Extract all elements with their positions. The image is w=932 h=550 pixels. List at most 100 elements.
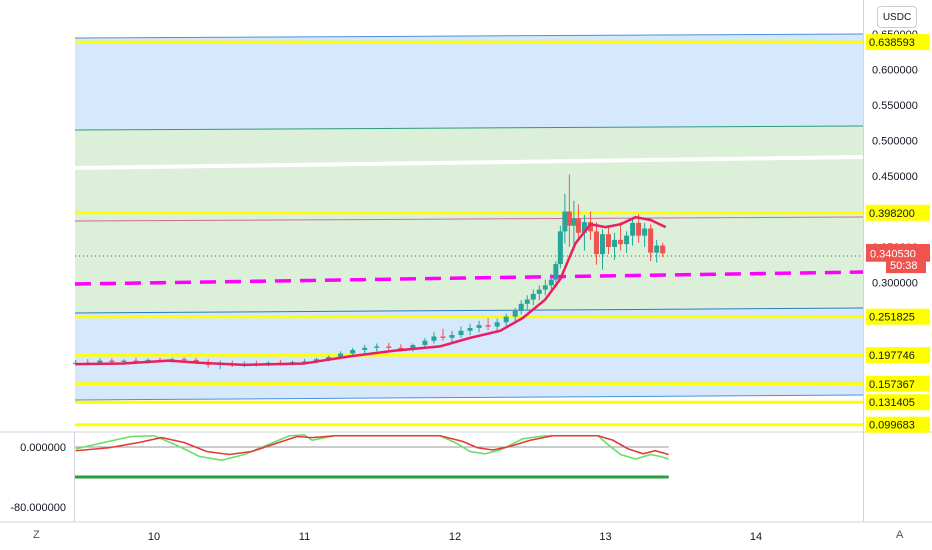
currency-badge[interactable]: USDC [877,6,917,28]
level-lines-layer [74,40,864,427]
candle-body [133,360,139,362]
level-price-tag: 0.197746 [866,347,930,364]
dashed-trend-line [74,270,864,286]
candle-body [145,359,151,362]
candle-body [410,344,416,350]
candle-body [630,222,636,236]
candle [422,337,428,348]
candle [530,289,536,306]
zone-layer [74,32,864,432]
time-tick-label: 14 [750,531,762,543]
candle-body [458,330,464,336]
candle [512,308,518,321]
candle-body [121,360,127,363]
candle [362,344,368,354]
candle [536,285,542,301]
candle [553,261,559,283]
candle-body [518,303,524,311]
candle-body [512,310,518,317]
candle-body [624,235,630,245]
price-tick-label: 0.600000 [872,65,918,77]
candle-body [314,359,320,362]
candle [431,332,437,344]
candle-body [648,228,654,253]
thin-resistance-line [74,216,864,222]
candle-body [575,218,581,233]
candle [566,174,572,247]
level-price-tag: 0.638593 [866,34,930,51]
candle-body [362,347,368,350]
candle-body [431,336,437,341]
ema-line [75,215,667,367]
level-tag-background [866,375,930,392]
candle [494,318,500,331]
candle-body [618,239,624,245]
candle-body [476,325,482,328]
channel-mid-lower-line [74,307,864,314]
auto-scale-toggle-left[interactable]: Z [33,529,40,541]
candle-body [553,264,559,280]
candle-body [587,222,593,232]
live-tag-background [886,257,926,274]
candle-body [524,299,530,304]
oscillator-slow-line [75,434,669,456]
candle-body [440,336,446,338]
level-tag-label: 0.099683 [869,420,915,432]
live-price-tag: 50:38 [886,257,926,274]
price-tick-label: 0.550000 [872,100,918,112]
candle [606,225,612,255]
candle [503,313,509,327]
candle-body [566,211,572,226]
candle-body [374,346,380,348]
level-price-tag: 0.398200 [866,204,930,221]
candle [542,279,548,296]
candle-body [422,340,428,345]
time-tick-label: 12 [449,531,461,543]
channel-bottom-line [74,394,864,401]
candle-body [449,335,455,338]
candle [618,222,624,251]
candle-body [606,234,612,247]
candle-body [548,279,554,286]
price-tick-label: 0.300000 [872,278,918,290]
candle-body [536,289,542,294]
price-tick-label: 0.450000 [872,171,918,183]
candle [648,224,654,262]
candle [612,232,618,260]
candle [548,273,554,290]
candle [386,342,392,350]
candle [636,214,642,243]
candle [575,204,581,240]
candle-body [530,293,536,300]
candle [562,193,568,244]
level-tag-label: 0.638593 [869,37,915,49]
candle-body [485,325,491,327]
level-tag-label: 0.398200 [869,208,915,220]
candle-body [386,346,392,348]
level-tag-label: 0.157367 [869,379,915,391]
candle-body [302,361,307,363]
price-tick-label: 0.500000 [872,136,918,148]
level-tag-label: 0.131405 [869,397,915,409]
level-tag-label: 0.197746 [869,350,915,362]
candle-body [338,353,344,358]
time-tick-label: 10 [148,531,160,543]
candle-body [636,222,642,236]
candle [458,326,464,338]
candle [440,328,446,341]
auto-scale-toggle-right[interactable]: A [896,529,904,541]
candle-body [350,349,356,354]
candle [518,300,524,315]
candle-body [642,228,648,236]
candle [654,239,660,263]
time-tick-label: 13 [599,531,611,543]
white-trend-line [74,155,864,170]
candle [557,225,563,269]
candle-body [181,359,187,361]
candle-body [494,322,500,327]
level-tag-background [866,308,930,325]
candle-body [326,357,332,360]
candle [571,200,577,251]
